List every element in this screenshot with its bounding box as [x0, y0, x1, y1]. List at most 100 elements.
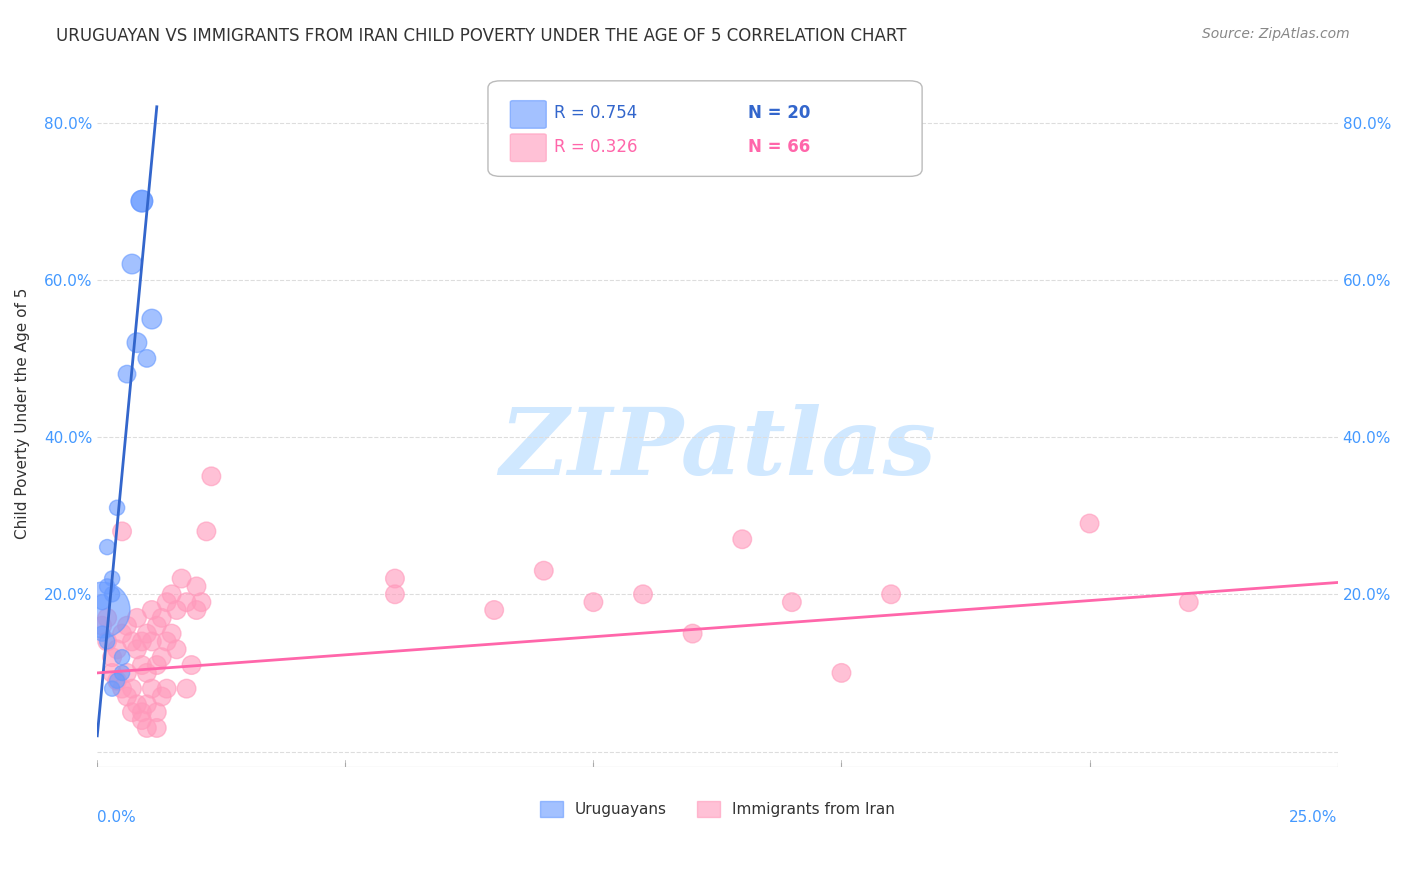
Point	[125, 335, 148, 350]
Text: URUGUAYAN VS IMMIGRANTS FROM IRAN CHILD POVERTY UNDER THE AGE OF 5 CORRELATION C: URUGUAYAN VS IMMIGRANTS FROM IRAN CHILD …	[56, 27, 907, 45]
Point	[96, 611, 118, 625]
Text: R = 0.754: R = 0.754	[554, 103, 637, 121]
Point	[101, 572, 124, 586]
Point	[131, 634, 153, 648]
Point	[150, 611, 173, 625]
Point	[115, 665, 138, 680]
Point	[96, 540, 118, 554]
Point	[150, 650, 173, 665]
Point	[160, 587, 183, 601]
Point	[880, 587, 903, 601]
Point	[125, 698, 148, 712]
Point	[156, 595, 179, 609]
Point	[190, 595, 212, 609]
Point	[121, 705, 143, 719]
Point	[160, 626, 183, 640]
Point	[141, 603, 163, 617]
Point	[131, 713, 153, 727]
Point	[96, 634, 118, 648]
Text: ZIPatlas: ZIPatlas	[499, 404, 936, 494]
Text: Source: ZipAtlas.com: Source: ZipAtlas.com	[1202, 27, 1350, 41]
Point	[141, 681, 163, 696]
Point	[111, 665, 134, 680]
Point	[131, 194, 153, 208]
Point	[135, 351, 157, 366]
Text: R = 0.326: R = 0.326	[554, 137, 637, 155]
Point	[91, 618, 114, 632]
Point	[131, 658, 153, 673]
Point	[135, 626, 157, 640]
Point	[105, 500, 128, 515]
Point	[101, 650, 124, 665]
Point	[111, 650, 134, 665]
Point	[533, 564, 555, 578]
Point	[150, 690, 173, 704]
Point	[682, 626, 704, 640]
Point	[166, 603, 188, 617]
Point	[131, 705, 153, 719]
Text: N = 20: N = 20	[748, 103, 811, 121]
Point	[135, 721, 157, 735]
Point	[125, 642, 148, 657]
Point	[121, 681, 143, 696]
Point	[176, 681, 198, 696]
Point	[200, 469, 222, 483]
Point	[131, 194, 153, 208]
Point	[146, 618, 169, 632]
Point	[176, 595, 198, 609]
Point	[170, 572, 193, 586]
Point	[121, 257, 143, 271]
Point	[121, 634, 143, 648]
Point	[105, 642, 128, 657]
Text: N = 66: N = 66	[748, 137, 811, 155]
Point	[101, 665, 124, 680]
Point	[135, 698, 157, 712]
Point	[91, 595, 114, 609]
Point	[1078, 516, 1101, 531]
FancyBboxPatch shape	[510, 134, 547, 161]
Point	[731, 533, 754, 547]
Point	[186, 579, 208, 593]
Point	[135, 665, 157, 680]
Text: 25.0%: 25.0%	[1289, 810, 1337, 825]
Legend: Uruguayans, Immigrants from Iran: Uruguayans, Immigrants from Iran	[533, 795, 901, 823]
Point	[582, 595, 605, 609]
Point	[125, 611, 148, 625]
Point	[105, 673, 128, 688]
Point	[96, 579, 118, 593]
Point	[166, 642, 188, 657]
Point	[146, 721, 169, 735]
Point	[780, 595, 803, 609]
Point	[186, 603, 208, 617]
Point	[631, 587, 654, 601]
Y-axis label: Child Poverty Under the Age of 5: Child Poverty Under the Age of 5	[15, 288, 30, 539]
Point	[101, 681, 124, 696]
Point	[384, 587, 406, 601]
Point	[111, 626, 134, 640]
Point	[156, 681, 179, 696]
Point	[111, 524, 134, 539]
Point	[115, 618, 138, 632]
Point	[1178, 595, 1201, 609]
Point	[830, 665, 852, 680]
Text: 0.0%: 0.0%	[97, 810, 136, 825]
Point	[482, 603, 505, 617]
Point	[96, 634, 118, 648]
Point	[101, 587, 124, 601]
Point	[146, 658, 169, 673]
Point	[384, 572, 406, 586]
Point	[91, 626, 114, 640]
FancyBboxPatch shape	[488, 81, 922, 177]
Point	[180, 658, 202, 673]
Point	[146, 705, 169, 719]
Point	[195, 524, 218, 539]
Point	[91, 603, 114, 617]
Point	[141, 312, 163, 326]
FancyBboxPatch shape	[510, 101, 547, 128]
Point	[105, 673, 128, 688]
Point	[141, 634, 163, 648]
Point	[115, 690, 138, 704]
Point	[111, 681, 134, 696]
Point	[115, 367, 138, 381]
Point	[156, 634, 179, 648]
